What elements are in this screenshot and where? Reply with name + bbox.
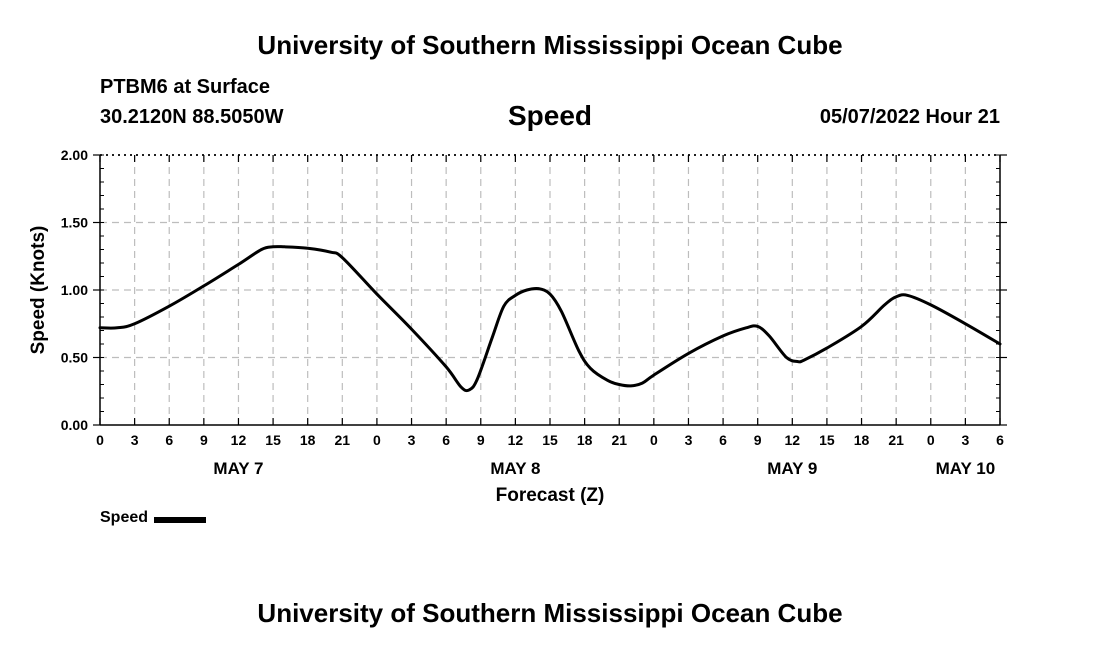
y-tick-label: 0.50 bbox=[61, 350, 88, 366]
x-tick-label: 6 bbox=[996, 432, 1004, 448]
x-tick-label: 3 bbox=[131, 432, 139, 448]
x-tick-label: 18 bbox=[854, 432, 870, 448]
x-tick-label: 6 bbox=[719, 432, 727, 448]
x-tick-label: 0 bbox=[650, 432, 658, 448]
legend-label: Speed bbox=[100, 509, 149, 526]
x-tick-label: 18 bbox=[577, 432, 593, 448]
grid bbox=[100, 155, 1000, 425]
page-title: University of Southern Mississippi Ocean… bbox=[257, 30, 843, 60]
speed-series-line bbox=[98, 245, 1002, 393]
y-tick-label: 2.00 bbox=[61, 147, 88, 163]
station-label: PTBM6 at Surface bbox=[100, 76, 271, 98]
x-tick-label: 3 bbox=[961, 432, 969, 448]
x-tick-label: 3 bbox=[408, 432, 416, 448]
x-tick-label: 9 bbox=[477, 432, 485, 448]
y-tick-label: 1.50 bbox=[61, 215, 88, 231]
footer-title: University of Southern Mississippi Ocean… bbox=[257, 598, 843, 628]
axes bbox=[93, 154, 1007, 426]
x-tick-label: 3 bbox=[685, 432, 693, 448]
axis-labels: 0 3 6 9 12 15 18 21 0 3 6 9 12 15 18 21 0 3 6 9 12 15 18 21 0 3 6 0… bbox=[28, 147, 1004, 506]
chart-title: Speed bbox=[507, 100, 593, 131]
x-date-label: MAY 8 bbox=[490, 459, 540, 478]
x-tick-label: 6 bbox=[442, 432, 450, 448]
x-tick-label: 0 bbox=[927, 432, 935, 448]
x-tick-label: 21 bbox=[611, 432, 627, 448]
x-tick-label: 15 bbox=[542, 432, 558, 448]
x-tick-label: 6 bbox=[165, 432, 173, 448]
x-tick-label: 12 bbox=[231, 432, 247, 448]
x-tick-label: 15 bbox=[265, 432, 281, 448]
x-tick-label: 0 bbox=[96, 432, 104, 448]
x-date-label: MAY 7 bbox=[213, 459, 263, 478]
x-tick-label: 12 bbox=[508, 432, 524, 448]
x-tick-label: 12 bbox=[785, 432, 801, 448]
x-tick-label: 0 bbox=[373, 432, 381, 448]
legend-swatch bbox=[154, 516, 207, 523]
x-tick-label: 15 bbox=[819, 432, 835, 448]
forecast-datetime: 05/07/2022 Hour 21 bbox=[819, 106, 1000, 128]
legend: Speed bbox=[100, 509, 207, 527]
x-tick-label: 21 bbox=[888, 432, 904, 448]
x-tick-label: 21 bbox=[335, 432, 351, 448]
x-tick-label: 9 bbox=[200, 432, 208, 448]
x-axis-title: Forecast (Z) bbox=[496, 485, 605, 506]
y-axis-title: Speed (Knots) bbox=[28, 226, 49, 355]
y-tick-label: 1.00 bbox=[61, 282, 88, 298]
x-date-label: MAY 10 bbox=[936, 459, 996, 478]
station-coordinates: 30.2120N 88.5050W bbox=[100, 106, 284, 128]
x-date-label: MAY 9 bbox=[767, 459, 817, 478]
y-tick-label: 0.00 bbox=[61, 417, 88, 433]
x-tick-label: 9 bbox=[754, 432, 762, 448]
x-tick-label: 18 bbox=[300, 432, 316, 448]
